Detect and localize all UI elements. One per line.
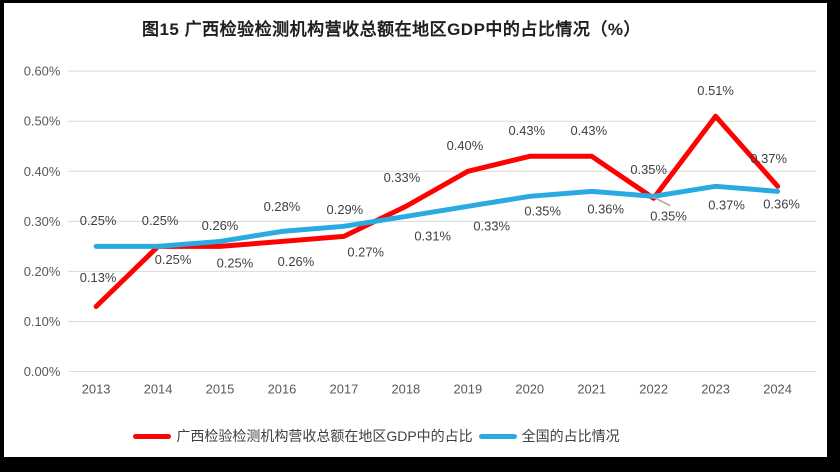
chart-title: 图15 广西检验检测机构营收总额在地区GDP中的占比情况（%） <box>141 20 642 39</box>
y-axis-tick-label: 0.00% <box>24 364 61 379</box>
data-label: 0.36% <box>763 197 800 212</box>
data-label: 0.25% <box>142 213 179 228</box>
data-label: 0.51% <box>697 83 734 98</box>
x-axis-tick-label: 2013 <box>82 381 111 396</box>
data-label: 0.33% <box>473 219 510 234</box>
data-label: 0.29% <box>327 202 364 217</box>
data-label: 0.26% <box>202 218 239 233</box>
data-label: 0.26% <box>278 254 315 269</box>
legend-label-guangxi: 广西检验检测机构营收总额在地区GDP中的占比 <box>176 428 473 444</box>
data-label: 0.40% <box>447 138 484 153</box>
x-axis-tick-label: 2015 <box>206 381 235 396</box>
data-label: 0.37% <box>750 151 787 166</box>
data-label: 0.36% <box>587 202 624 217</box>
x-axis-tick-label: 2021 <box>577 381 606 396</box>
data-label: 0.25% <box>80 213 117 228</box>
y-axis-tick-label: 0.20% <box>24 264 61 279</box>
data-label: 0.27% <box>347 245 384 260</box>
legend-swatch-national <box>478 433 517 439</box>
y-axis-tick-label: 0.30% <box>24 214 61 229</box>
data-label: 0.13% <box>80 270 117 285</box>
y-axis-tick-label: 0.10% <box>24 314 61 329</box>
legend-item-guangxi: 广西检验检测机构营收总额在地区GDP中的占比 <box>133 426 473 446</box>
line-chart-plot: 0.00% 0.10% 0.20% 0.30% 0.40% 0.50% 0.60% 2013 2… <box>24 64 817 396</box>
data-label: 0.31% <box>414 229 451 244</box>
data-label: 0.28% <box>264 199 301 214</box>
data-label: 0.43% <box>508 123 545 138</box>
data-label: 0.33% <box>384 170 421 185</box>
data-label: 0.25% <box>155 252 192 267</box>
x-axis-tick-label: 2018 <box>392 381 421 396</box>
y-axis-tick-label: 0.50% <box>24 114 61 129</box>
legend-swatch-guangxi <box>133 433 172 439</box>
chart-legend: 广西检验检测机构营收总额在地区GDP中的占比 全国的占比情况 <box>4 426 788 446</box>
x-axis-tick-label: 2023 <box>701 381 730 396</box>
data-label: 0.35% <box>630 162 667 177</box>
label-leader-line <box>652 196 671 207</box>
x-axis-tick-label: 2024 <box>763 381 792 396</box>
series-line-national <box>93 183 781 249</box>
x-axis-tick-label: 2019 <box>453 381 482 396</box>
x-axis-tick-label: 2020 <box>515 381 544 396</box>
legend-item-national: 全国的占比情况 <box>478 426 620 446</box>
y-axis-tick-label: 0.40% <box>24 164 61 179</box>
series-line-guangxi <box>93 113 781 309</box>
x-axis-tick-label: 2016 <box>268 381 297 396</box>
data-label: 0.25% <box>217 256 254 271</box>
legend-label-national: 全国的占比情况 <box>521 428 620 444</box>
x-axis-tick-label: 2017 <box>330 381 359 396</box>
data-label: 0.43% <box>570 123 607 138</box>
x-axis-tick-label: 2022 <box>639 381 668 396</box>
data-label: 0.37% <box>708 198 745 213</box>
data-label: 0.35% <box>524 204 561 219</box>
y-axis-tick-label: 0.60% <box>24 64 61 79</box>
x-axis-tick-label: 2014 <box>144 381 173 396</box>
data-label: 0.35% <box>650 209 687 224</box>
